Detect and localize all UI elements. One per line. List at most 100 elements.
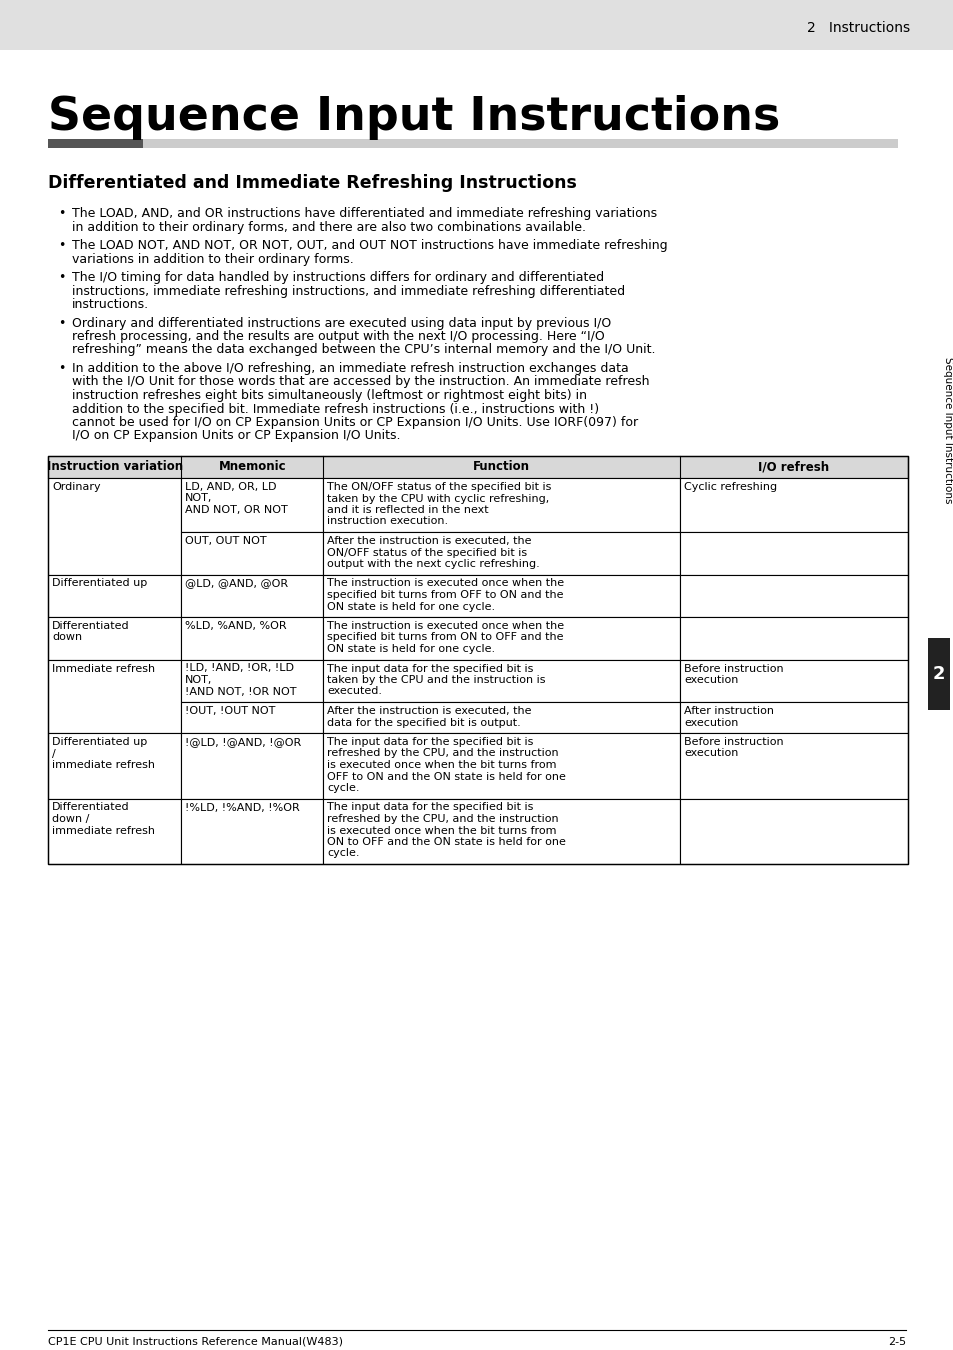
Bar: [181, 617, 323, 660]
Bar: [679, 478, 907, 532]
Text: Cyclic refreshing: Cyclic refreshing: [683, 482, 777, 491]
Bar: [48, 575, 181, 617]
Text: The input data for the specified bit is: The input data for the specified bit is: [327, 737, 533, 747]
Text: is executed once when the bit turns from: is executed once when the bit turns from: [327, 760, 557, 770]
Text: The input data for the specified bit is: The input data for the specified bit is: [327, 802, 533, 813]
Text: refreshing” means the data exchanged between the CPU’s internal memory and the I: refreshing” means the data exchanged bet…: [71, 343, 655, 356]
Text: !LD, !AND, !OR, !LD: !LD, !AND, !OR, !LD: [185, 663, 294, 674]
Text: specified bit turns from ON to OFF and the: specified bit turns from ON to OFF and t…: [327, 633, 563, 643]
Text: @LD, @AND, @OR: @LD, @AND, @OR: [185, 579, 288, 589]
Text: %LD, %AND, %OR: %LD, %AND, %OR: [185, 621, 287, 630]
Text: cycle.: cycle.: [327, 783, 359, 792]
Text: Differentiated: Differentiated: [52, 621, 130, 630]
Text: I/O refresh: I/O refresh: [758, 460, 829, 474]
Text: Before instruction: Before instruction: [683, 663, 783, 674]
Bar: [927, 639, 949, 710]
Text: LD, AND, OR, LD: LD, AND, OR, LD: [185, 482, 276, 491]
Text: 2-5: 2-5: [887, 1336, 905, 1347]
Text: immediate refresh: immediate refresh: [52, 825, 154, 836]
Text: Sequence Input Instructions: Sequence Input Instructions: [48, 96, 780, 140]
Text: •: •: [58, 316, 66, 329]
Bar: [181, 733, 323, 798]
Bar: [0, 0, 953, 50]
Text: data for the specified bit is output.: data for the specified bit is output.: [327, 717, 520, 728]
Text: Function: Function: [473, 460, 530, 474]
Text: execution: execution: [683, 748, 738, 759]
Text: in addition to their ordinary forms, and there are also two combinations availab: in addition to their ordinary forms, and…: [71, 220, 585, 234]
Text: Differentiated up: Differentiated up: [52, 579, 147, 589]
Bar: [679, 532, 907, 575]
Text: After the instruction is executed, the: After the instruction is executed, the: [327, 536, 531, 545]
Bar: [679, 798, 907, 864]
Text: 2: 2: [932, 666, 944, 683]
Bar: [323, 702, 679, 733]
Bar: [323, 798, 679, 864]
Text: The instruction is executed once when the: The instruction is executed once when th…: [327, 579, 564, 589]
Text: The instruction is executed once when the: The instruction is executed once when th…: [327, 621, 564, 630]
Bar: [181, 532, 323, 575]
Text: I/O on CP Expansion Units or CP Expansion I/O Units.: I/O on CP Expansion Units or CP Expansio…: [71, 429, 400, 443]
Text: Sequence Input Instructions: Sequence Input Instructions: [942, 356, 952, 504]
Bar: [48, 139, 143, 148]
Bar: [679, 617, 907, 660]
Bar: [181, 798, 323, 864]
Bar: [323, 575, 679, 617]
Bar: [323, 617, 679, 660]
Text: /: /: [52, 748, 55, 759]
Bar: [48, 733, 181, 798]
Text: Differentiated: Differentiated: [52, 802, 130, 813]
Text: refreshed by the CPU, and the instruction: refreshed by the CPU, and the instructio…: [327, 814, 558, 824]
Text: Instruction variation: Instruction variation: [47, 460, 183, 474]
Bar: [48, 478, 181, 575]
Text: Differentiated up: Differentiated up: [52, 737, 147, 747]
Text: The ON/OFF status of the specified bit is: The ON/OFF status of the specified bit i…: [327, 482, 551, 491]
Bar: [48, 660, 181, 733]
Bar: [323, 532, 679, 575]
Text: with the I/O Unit for those words that are accessed by the instruction. An immed: with the I/O Unit for those words that a…: [71, 375, 649, 389]
Text: The I/O timing for data handled by instructions differs for ordinary and differe: The I/O timing for data handled by instr…: [71, 271, 603, 284]
Text: output with the next cyclic refreshing.: output with the next cyclic refreshing.: [327, 559, 539, 568]
Text: Immediate refresh: Immediate refresh: [52, 663, 155, 674]
Bar: [48, 456, 907, 864]
Bar: [679, 660, 907, 702]
Text: •: •: [58, 239, 66, 252]
Text: instructions.: instructions.: [71, 298, 149, 311]
Text: Ordinary and differentiated instructions are executed using data input by previo: Ordinary and differentiated instructions…: [71, 316, 611, 329]
Text: •: •: [58, 362, 66, 375]
Bar: [323, 733, 679, 798]
Text: specified bit turns from OFF to ON and the: specified bit turns from OFF to ON and t…: [327, 590, 563, 599]
Text: The input data for the specified bit is: The input data for the specified bit is: [327, 663, 533, 674]
Bar: [679, 702, 907, 733]
Bar: [679, 575, 907, 617]
Text: 2   Instructions: 2 Instructions: [806, 22, 909, 35]
Text: ON state is held for one cycle.: ON state is held for one cycle.: [327, 602, 495, 612]
Text: AND NOT, OR NOT: AND NOT, OR NOT: [185, 505, 288, 514]
Bar: [48, 456, 907, 478]
Bar: [48, 798, 181, 864]
Text: After instruction: After instruction: [683, 706, 773, 716]
Text: taken by the CPU with cyclic refreshing,: taken by the CPU with cyclic refreshing,: [327, 494, 549, 504]
Bar: [181, 478, 323, 532]
Text: instruction execution.: instruction execution.: [327, 517, 448, 526]
Text: !%LD, !%AND, !%OR: !%LD, !%AND, !%OR: [185, 802, 300, 813]
Text: and it is reflected in the next: and it is reflected in the next: [327, 505, 488, 514]
Text: ON to OFF and the ON state is held for one: ON to OFF and the ON state is held for o…: [327, 837, 565, 846]
Text: Mnemonic: Mnemonic: [218, 460, 286, 474]
Text: !OUT, !OUT NOT: !OUT, !OUT NOT: [185, 706, 275, 716]
Text: !AND NOT, !OR NOT: !AND NOT, !OR NOT: [185, 687, 296, 697]
Text: The LOAD NOT, AND NOT, OR NOT, OUT, and OUT NOT instructions have immediate refr: The LOAD NOT, AND NOT, OR NOT, OUT, and …: [71, 239, 667, 252]
Text: cycle.: cycle.: [327, 849, 359, 859]
Text: After the instruction is executed, the: After the instruction is executed, the: [327, 706, 531, 716]
Text: instructions, immediate refreshing instructions, and immediate refreshing differ: instructions, immediate refreshing instr…: [71, 285, 624, 297]
Text: Differentiated and Immediate Refreshing Instructions: Differentiated and Immediate Refreshing …: [48, 174, 577, 192]
Text: ON/OFF status of the specified bit is: ON/OFF status of the specified bit is: [327, 548, 527, 558]
Text: refreshed by the CPU, and the instruction: refreshed by the CPU, and the instructio…: [327, 748, 558, 759]
Text: OFF to ON and the ON state is held for one: OFF to ON and the ON state is held for o…: [327, 771, 565, 782]
Text: CP1E CPU Unit Instructions Reference Manual(W483): CP1E CPU Unit Instructions Reference Man…: [48, 1336, 343, 1347]
Text: down /: down /: [52, 814, 90, 824]
Text: down: down: [52, 633, 82, 643]
Bar: [181, 702, 323, 733]
Text: instruction refreshes eight bits simultaneously (leftmost or rightmost eight bit: instruction refreshes eight bits simulta…: [71, 389, 586, 402]
Text: Ordinary: Ordinary: [52, 482, 100, 491]
Text: immediate refresh: immediate refresh: [52, 760, 154, 770]
